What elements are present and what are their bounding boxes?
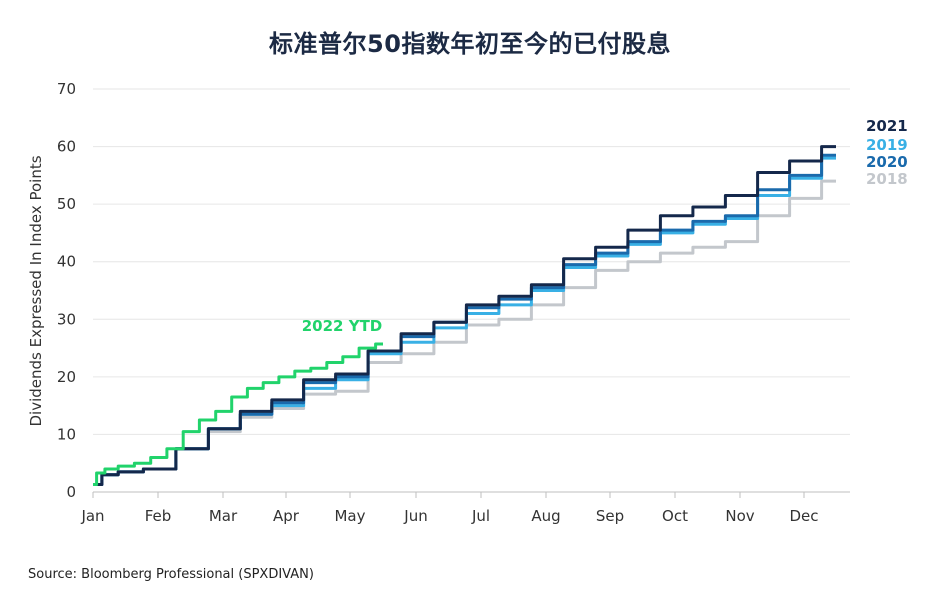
y-tick-0: 0 bbox=[66, 483, 76, 501]
x-tick-apr: Apr bbox=[273, 507, 300, 525]
x-tick-aug: Aug bbox=[531, 507, 560, 525]
y-tick-30: 30 bbox=[57, 310, 76, 328]
x-tick-mar: Mar bbox=[209, 507, 238, 525]
x-tick-jul: Jul bbox=[471, 507, 490, 525]
source-note: Source: Bloomberg Professional (SPXDIVAN… bbox=[28, 567, 314, 582]
series-lines bbox=[93, 145, 836, 486]
legend-2018: 2018 bbox=[866, 170, 908, 188]
x-axis-ticks: Jan Feb Mar Apr May Jun Jul Aug Sep Oct Nov Dec bbox=[80, 492, 819, 525]
x-tick-may: May bbox=[334, 507, 365, 525]
series-line-2021 bbox=[93, 145, 836, 486]
x-tick-dec: Dec bbox=[789, 507, 818, 525]
y-axis-label: Dividends Expressed In Index Points bbox=[27, 155, 45, 426]
y-axis-ticks: 0 10 20 30 40 50 60 70 bbox=[57, 80, 76, 501]
y-tick-40: 40 bbox=[57, 253, 76, 271]
series-line-2018 bbox=[93, 179, 836, 486]
y-tick-60: 60 bbox=[57, 138, 76, 156]
chart-title: 标准普尔50指数年初至今的已付股息 bbox=[269, 30, 671, 58]
legend-2020: 2020 bbox=[866, 153, 908, 171]
x-tick-nov: Nov bbox=[725, 507, 754, 525]
x-tick-feb: Feb bbox=[145, 507, 172, 525]
x-tick-sep: Sep bbox=[596, 507, 624, 525]
x-tick-jan: Jan bbox=[80, 507, 104, 525]
legend-2019: 2019 bbox=[866, 136, 908, 154]
legend-2021: 2021 bbox=[866, 117, 908, 135]
y-tick-50: 50 bbox=[57, 195, 76, 213]
y-tick-20: 20 bbox=[57, 368, 76, 386]
annotation-2022-ytd: 2022 YTD bbox=[302, 317, 383, 335]
grid-lines bbox=[93, 88, 850, 435]
x-tick-oct: Oct bbox=[662, 507, 688, 525]
y-tick-70: 70 bbox=[57, 80, 76, 98]
x-tick-jun: Jun bbox=[403, 507, 427, 525]
y-tick-10: 10 bbox=[57, 425, 76, 443]
series-line-2022-ytd bbox=[93, 342, 383, 486]
